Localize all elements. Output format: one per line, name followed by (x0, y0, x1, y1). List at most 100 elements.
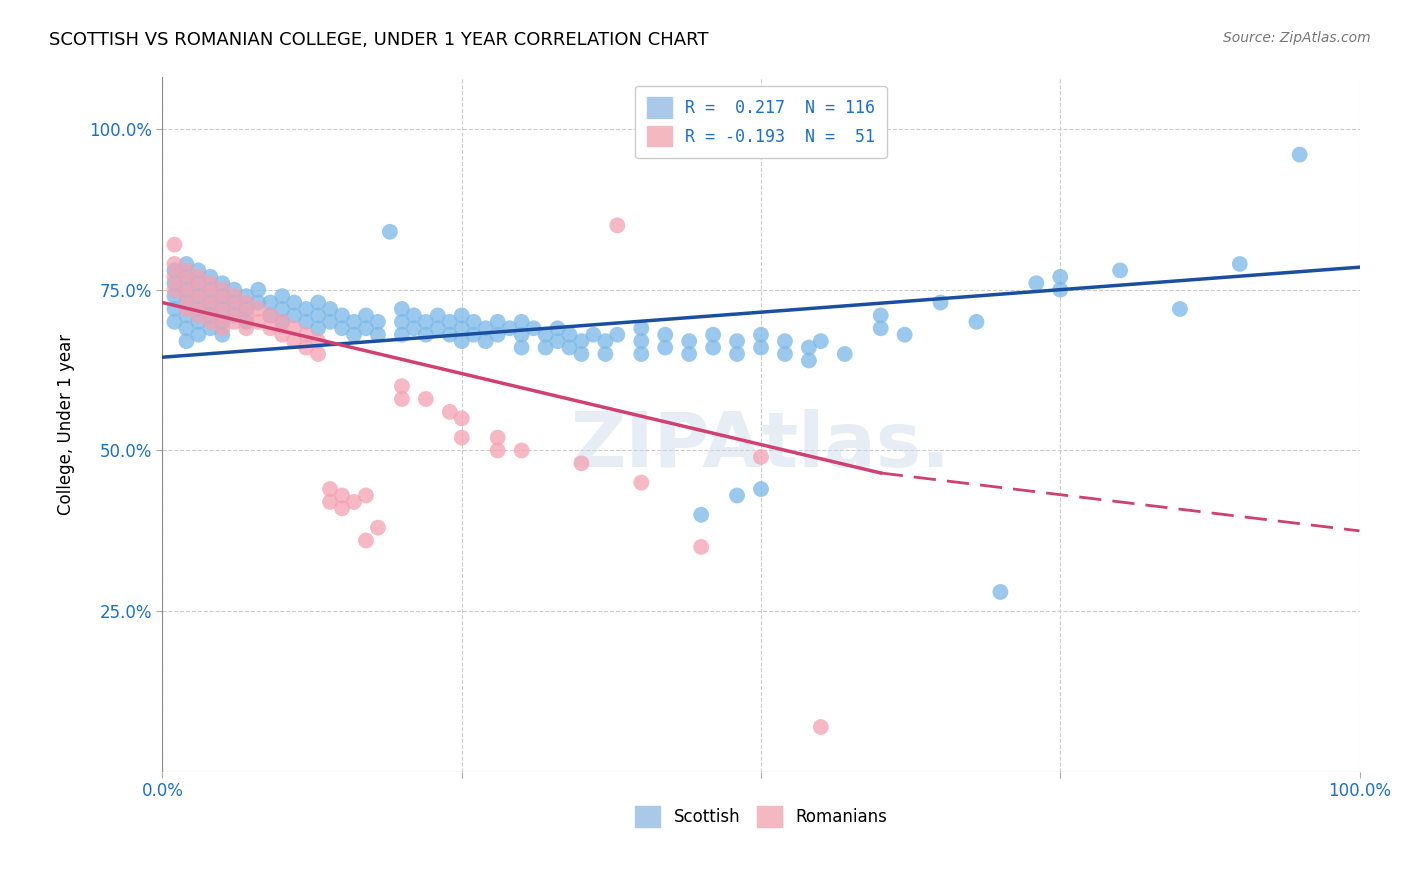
Point (343, 495, 366, 509)
Point (415, 315, 437, 329)
Point (630, 334, 652, 348)
Point (725, 347, 748, 361)
Point (200, 289, 222, 303)
Legend: Scottish, Romanians: Scottish, Romanians (628, 799, 894, 833)
Point (200, 315, 222, 329)
Point (319, 495, 342, 509)
Point (259, 309, 281, 323)
Point (200, 295, 222, 310)
Point (678, 334, 700, 348)
Point (163, 301, 186, 316)
Point (176, 257, 198, 271)
Point (725, 334, 748, 348)
Point (654, 341, 676, 355)
Point (1049, 269, 1071, 284)
Point (630, 321, 652, 335)
Point (582, 327, 605, 342)
Point (330, 321, 353, 335)
Point (163, 283, 186, 297)
Point (463, 327, 485, 342)
Point (307, 334, 329, 348)
Point (163, 289, 186, 303)
Point (797, 353, 820, 368)
Point (450, 431, 472, 445)
Point (965, 315, 987, 329)
Point (534, 327, 557, 342)
Point (235, 321, 257, 335)
Point (176, 309, 198, 323)
Point (1025, 277, 1047, 291)
Point (354, 309, 377, 323)
Point (1049, 283, 1071, 297)
Point (367, 315, 389, 329)
Point (163, 263, 186, 277)
Point (450, 334, 472, 348)
Point (558, 341, 581, 355)
Point (211, 301, 233, 316)
Point (678, 347, 700, 361)
Point (176, 277, 198, 291)
Point (486, 315, 509, 329)
Point (606, 327, 628, 342)
Y-axis label: College, Under 1 year: College, Under 1 year (58, 334, 75, 516)
Point (797, 341, 820, 355)
Point (367, 327, 389, 342)
Point (571, 334, 593, 348)
Point (547, 334, 569, 348)
Point (630, 347, 652, 361)
Point (247, 301, 270, 316)
Text: Source: ZipAtlas.com: Source: ZipAtlas.com (1223, 31, 1371, 45)
Point (247, 283, 270, 297)
Point (450, 321, 472, 335)
Point (200, 277, 222, 291)
Point (330, 488, 353, 502)
Point (690, 540, 713, 554)
Point (211, 295, 233, 310)
Point (343, 315, 366, 329)
Point (702, 327, 724, 342)
Point (283, 321, 305, 335)
Point (224, 295, 246, 310)
Point (510, 443, 533, 458)
Point (773, 347, 796, 361)
Point (307, 321, 329, 335)
Point (271, 315, 294, 329)
Point (163, 237, 186, 252)
Point (176, 263, 198, 277)
Point (450, 309, 472, 323)
Point (307, 347, 329, 361)
Point (990, 585, 1012, 599)
Point (187, 289, 209, 303)
Point (259, 309, 281, 323)
Point (307, 309, 329, 323)
Point (163, 315, 186, 329)
Point (510, 341, 533, 355)
Point (235, 295, 257, 310)
Point (283, 334, 305, 348)
Point (439, 327, 461, 342)
Point (271, 327, 294, 342)
Point (702, 341, 724, 355)
Point (439, 405, 461, 419)
Point (725, 488, 748, 502)
Point (450, 411, 472, 425)
Point (343, 327, 366, 342)
Point (187, 277, 209, 291)
Point (498, 321, 520, 335)
Point (869, 309, 891, 323)
Point (224, 301, 246, 316)
Point (354, 488, 377, 502)
Point (749, 327, 772, 342)
Point (1168, 301, 1191, 316)
Point (426, 309, 449, 323)
Point (235, 301, 257, 316)
Point (187, 315, 209, 329)
Point (630, 475, 652, 490)
Point (330, 501, 353, 516)
Text: ZIPAtlas.: ZIPAtlas. (571, 409, 950, 483)
Point (571, 347, 593, 361)
Point (200, 301, 222, 316)
Point (271, 301, 294, 316)
Point (1109, 263, 1132, 277)
Point (391, 379, 413, 393)
